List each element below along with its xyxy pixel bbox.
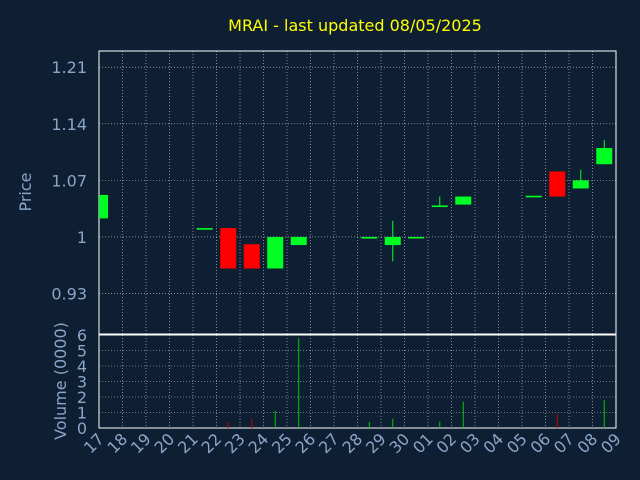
candle-body (267, 236, 284, 269)
candle-body (196, 228, 213, 230)
price-tick-label: 1.21 (51, 58, 87, 77)
candle (220, 228, 237, 269)
candle (572, 169, 589, 189)
candle (408, 236, 425, 239)
price-tick-label: 0.93 (51, 285, 87, 304)
price-tick-label: 1.07 (51, 171, 87, 190)
price-tick-label: 1 (77, 228, 87, 247)
chart-title: MRAI - last updated 08/05/2025 (228, 16, 482, 35)
volume-tick-label: 1 (77, 404, 87, 423)
candle-body (220, 228, 237, 269)
candle-body (384, 236, 401, 246)
volume-axis-label: Volume (0000) (51, 322, 70, 440)
x-axis-label: Day (334, 459, 362, 475)
volume-tick-label: 0 (77, 419, 87, 438)
x-tick-label: 09 (597, 429, 625, 457)
candle (196, 228, 213, 230)
candle (455, 196, 472, 205)
volume-tick-label: 5 (77, 342, 87, 361)
candle (549, 171, 566, 197)
candle (267, 236, 284, 269)
candle-body (408, 236, 425, 239)
volume-tick-label: 2 (77, 388, 87, 407)
price-axis-label: Price (16, 172, 35, 211)
candle-body (525, 195, 542, 198)
candle (290, 236, 307, 246)
candle (243, 244, 260, 269)
price-panel: 1.21 1.14 1.07 1 0.93 (51, 50, 617, 335)
candle (384, 220, 401, 262)
volume-tick-label: 4 (77, 357, 87, 376)
candle-body (455, 196, 472, 205)
candle-body (99, 194, 108, 219)
candle-body (431, 205, 448, 208)
candle (361, 236, 378, 239)
candle (596, 139, 613, 165)
candle-body (290, 236, 307, 246)
candle-body (572, 180, 589, 189)
volume-tick-label: 3 (77, 373, 87, 392)
candle-body (243, 244, 260, 269)
candle (99, 194, 108, 219)
volume-panel: 6543210171819202122232425262728293001020… (77, 326, 625, 457)
candle-body (361, 236, 378, 239)
candle (431, 196, 448, 208)
candle-body (596, 148, 613, 165)
volume-tick-label: 6 (77, 326, 87, 345)
candle (525, 195, 542, 198)
candle-body (549, 171, 566, 197)
price-tick-label: 1.14 (51, 115, 87, 134)
